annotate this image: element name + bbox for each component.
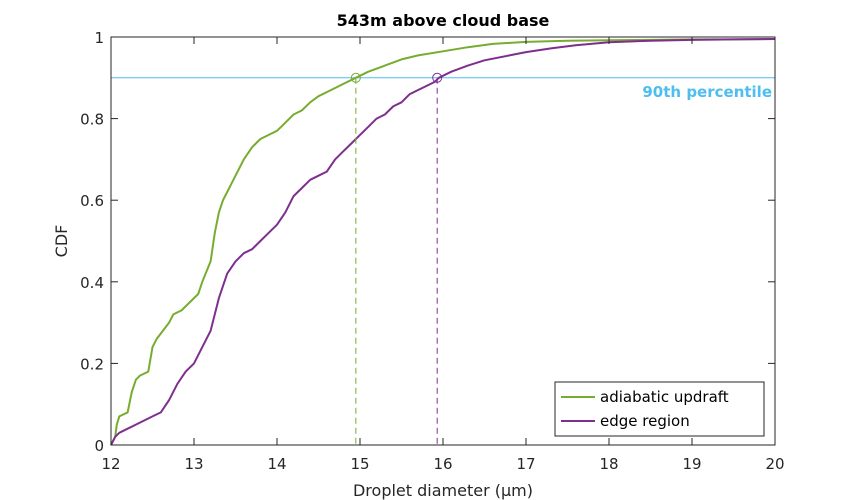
- percentile-marker-2: [432, 72, 443, 83]
- legend-box: [554, 381, 765, 437]
- y-tick-label: 0.2: [80, 355, 104, 373]
- x-tick-label: 17: [516, 455, 535, 473]
- x-tick-label: 15: [350, 455, 369, 473]
- x-tick-label: 20: [765, 455, 784, 473]
- y-tick-label: 1: [94, 29, 104, 47]
- legend-label-1: adiabatic updraft: [600, 388, 729, 406]
- x-tick-label: 12: [101, 455, 120, 473]
- legend-label-2: edge region: [600, 412, 690, 430]
- x-tick-label: 13: [184, 455, 203, 473]
- y-tick-label: 0.6: [80, 192, 104, 210]
- series-line-2: [110, 38, 776, 446]
- chart-title: 543m above cloud base: [337, 11, 550, 30]
- y-tick-label: 0.8: [80, 111, 104, 129]
- x-tick-label: 18: [599, 455, 618, 473]
- plot-area: 90th percentile 12 13 14 15 16 17 18 19 20 0 0.2 0.4…: [80, 29, 784, 473]
- series-line-1: [110, 38, 776, 446]
- legend: adiabatic updraft edge region: [554, 381, 765, 437]
- reference-line-label: 90th percentile: [642, 83, 772, 101]
- x-tick-label: 19: [682, 455, 701, 473]
- y-tick-label: 0.4: [80, 274, 104, 292]
- y-tick-label: 0: [94, 437, 104, 455]
- x-tick-label: 16: [433, 455, 452, 473]
- percentile-marker-1: [350, 72, 361, 83]
- x-axis-title: Droplet diameter (μm): [353, 481, 533, 500]
- y-axis-title: CDF: [52, 225, 71, 258]
- x-tick-label: 14: [267, 455, 286, 473]
